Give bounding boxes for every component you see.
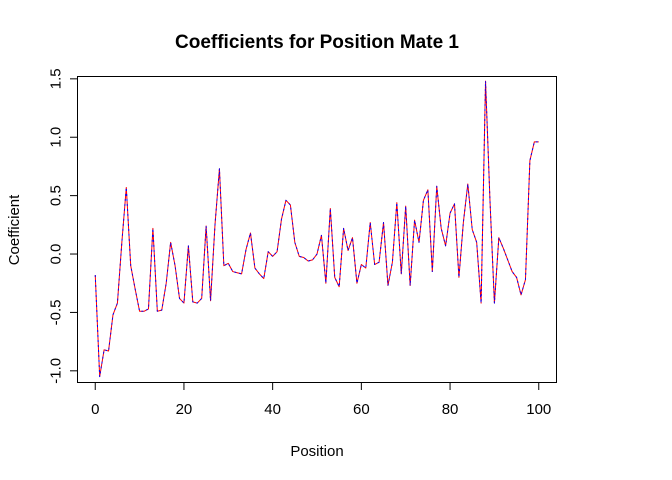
x-tick-label: 0 xyxy=(91,401,99,418)
series-line-1 xyxy=(94,80,539,378)
y-axis: -1.0 -0.5 0.0 0.5 1.0 1.5 xyxy=(48,68,78,384)
series-line-2 xyxy=(94,80,539,378)
y-tick-label: -1.0 xyxy=(48,358,65,384)
y-axis-label: Coefficient xyxy=(6,194,23,265)
x-axis-label: Position xyxy=(290,443,343,460)
x-tick-label: 60 xyxy=(353,401,370,418)
y-tick-label: 1.0 xyxy=(48,127,65,148)
y-tick-label: 0.5 xyxy=(48,185,65,206)
series-layer xyxy=(94,80,539,378)
x-tick-label: 40 xyxy=(264,401,281,418)
x-tick-label: 80 xyxy=(442,401,459,418)
chart-title: Coefficients for Position Mate 1 xyxy=(175,32,459,53)
y-tick-label: 0.0 xyxy=(48,244,65,265)
x-tick-label: 100 xyxy=(526,401,551,418)
y-tick-label: 1.5 xyxy=(48,68,65,89)
x-axis: 0 20 40 60 80 100 xyxy=(91,382,551,418)
y-tick-label: -0.5 xyxy=(48,299,65,325)
x-tick-label: 20 xyxy=(176,401,193,418)
